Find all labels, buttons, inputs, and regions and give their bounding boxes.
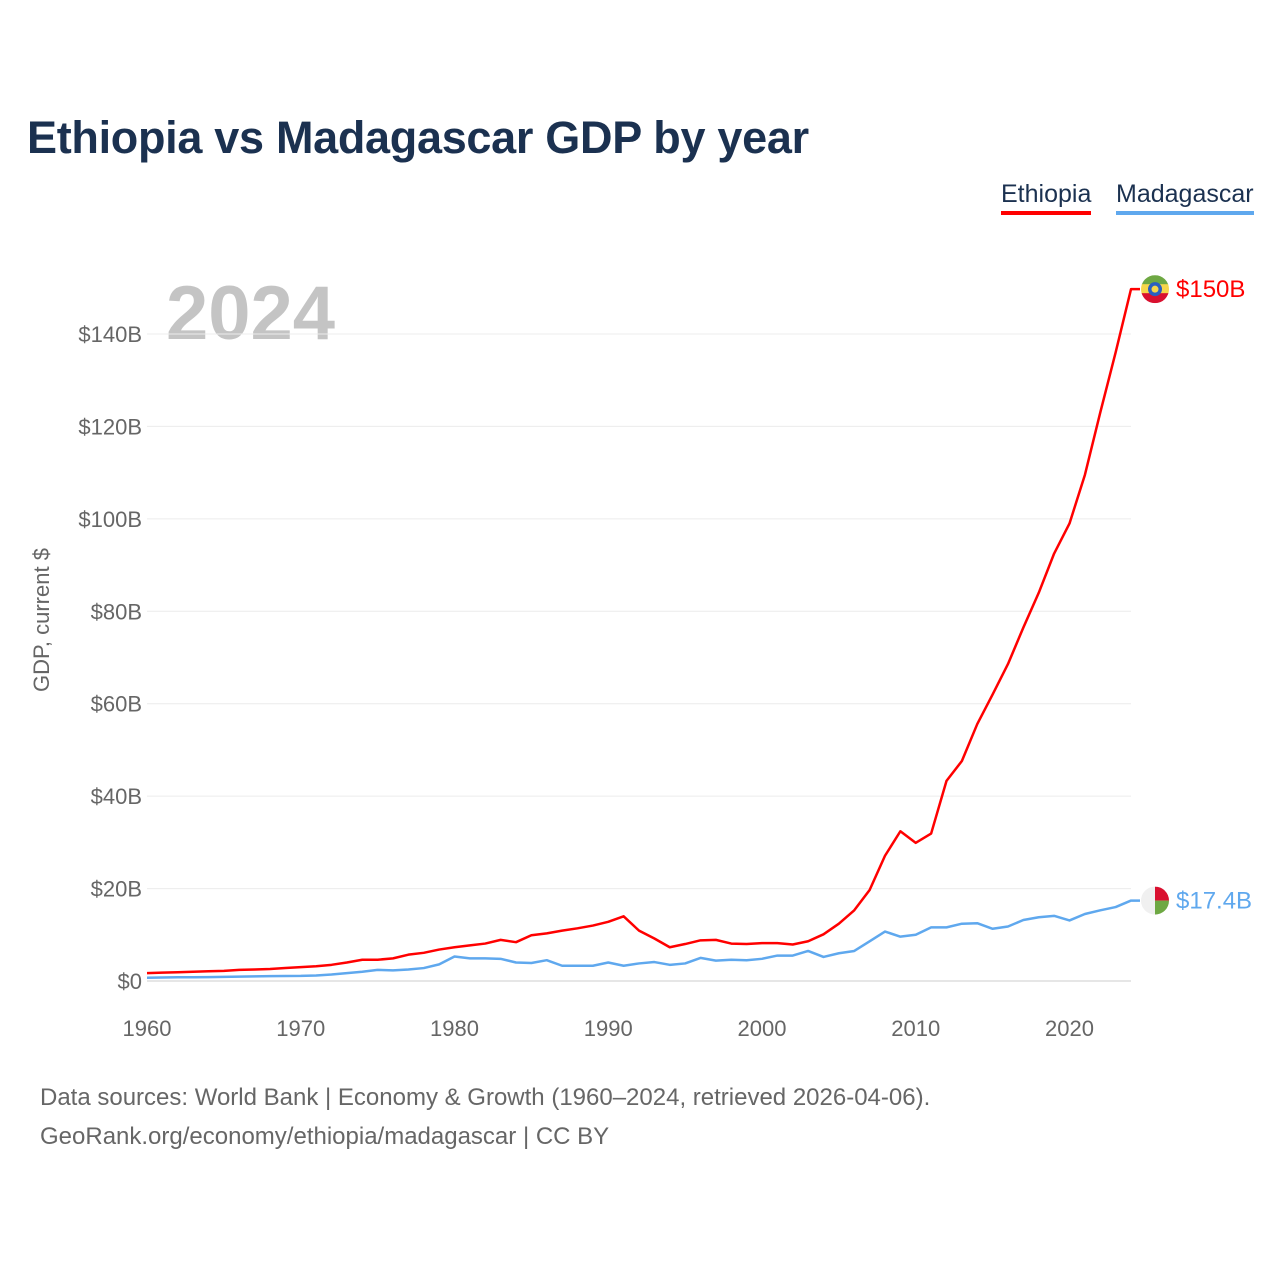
x-tick-label: 2010 <box>891 1016 940 1041</box>
y-tick-label: $60B <box>91 692 142 717</box>
legend-item-madagascar[interactable]: Madagascar <box>1116 180 1254 215</box>
source-link[interactable]: GeoRank.org/economy/ethiopia/madagascar … <box>40 1123 610 1150</box>
x-tick-label: 1990 <box>584 1016 633 1041</box>
series-line-madagascar <box>146 899 1140 980</box>
chart-title: Ethiopia vs Madagascar GDP by year <box>27 112 809 163</box>
y-tick-label: $140B <box>78 322 142 347</box>
y-tick-label: $80B <box>91 599 142 624</box>
current-year-label: 2024 <box>166 271 336 356</box>
y-tick-label: $100B <box>78 507 142 532</box>
y-tick-label: $40B <box>91 784 142 809</box>
x-tick-label: 2020 <box>1045 1016 1094 1041</box>
series-line-ethiopia <box>146 287 1140 975</box>
end-value-label-madagascar: $17.4B <box>1176 888 1252 915</box>
madagascar-flag-icon <box>1141 886 1169 915</box>
y-tick-label: $120B <box>78 414 142 439</box>
data-source-text: Data sources: World Bank | Economy & Gro… <box>40 1084 931 1111</box>
x-tick-label: 2000 <box>738 1016 787 1041</box>
end-value-label-ethiopia: $150B <box>1176 276 1245 303</box>
legend-item-ethiopia[interactable]: Ethiopia <box>1001 180 1092 215</box>
y-tick-label: $0 <box>118 969 142 994</box>
x-tick-label: 1970 <box>276 1016 325 1041</box>
x-tick-label: 1980 <box>430 1016 479 1041</box>
ethiopia-flag-icon <box>1141 275 1169 304</box>
x-tick-label: 1960 <box>123 1016 172 1041</box>
y-tick-label: $20B <box>91 877 142 902</box>
